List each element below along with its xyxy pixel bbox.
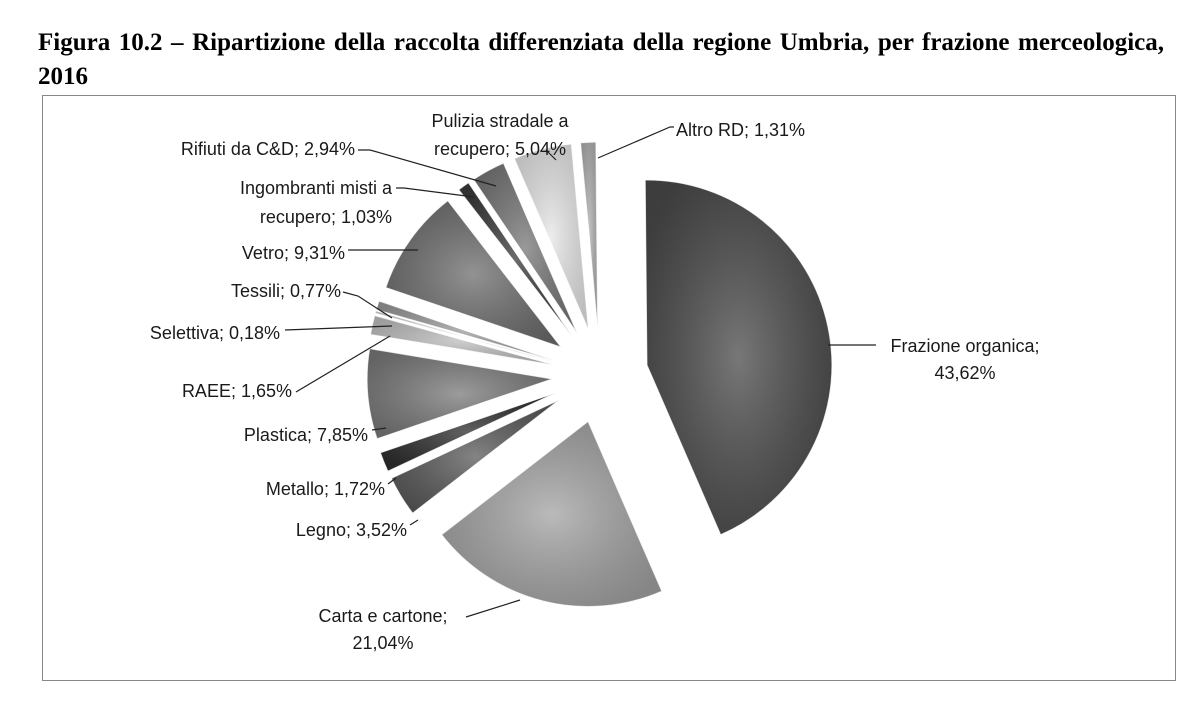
slice-label-selettiva: Selettiva; 0,18% bbox=[150, 323, 280, 343]
slice-label-metallo: Metallo; 1,72% bbox=[266, 479, 385, 499]
pie-slice-shading bbox=[370, 315, 554, 365]
slice-label-raee: RAEE; 1,65% bbox=[182, 381, 292, 401]
pie-slice-shading bbox=[375, 311, 554, 363]
slice-label-frazione-organica: Frazione organica; bbox=[890, 336, 1039, 356]
slice-label-line2-pulizia: recupero; 5,04% bbox=[434, 139, 566, 159]
slice-label-vetro: Vetro; 9,31% bbox=[242, 243, 345, 263]
slice-label-pulizia: Pulizia stradale a bbox=[431, 111, 569, 131]
leader-line bbox=[465, 599, 521, 618]
slice-label-legno: Legno; 3,52% bbox=[296, 520, 407, 540]
pie-slice-shading bbox=[441, 421, 662, 607]
pie-slice-shading bbox=[391, 399, 560, 514]
figure-caption: Figura 10.2 – Ripartizione della raccolt… bbox=[38, 29, 1164, 90]
pie-slice-shading bbox=[458, 182, 572, 337]
leader-line bbox=[342, 291, 393, 319]
pie-slice-shading bbox=[380, 392, 556, 472]
leader-line bbox=[371, 427, 387, 431]
leader-line bbox=[387, 477, 397, 485]
slice-label-tessili: Tessili; 0,77% bbox=[231, 281, 341, 301]
slice-label-carta-cartone: Carta e cartone; bbox=[318, 606, 447, 626]
leader-line bbox=[545, 149, 557, 161]
leader-line bbox=[409, 519, 419, 526]
leader-line bbox=[295, 335, 391, 393]
slice-label-ingombranti: Ingombranti misti a bbox=[240, 178, 393, 198]
pie-slice-shading bbox=[376, 301, 555, 361]
pie-slice-shading bbox=[367, 348, 553, 439]
slice-label-plastica: Plastica; 7,85% bbox=[244, 425, 368, 445]
leader-line bbox=[597, 126, 674, 159]
slice-label-line2-carta-cartone: 21,04% bbox=[352, 633, 413, 653]
leader-line bbox=[284, 325, 393, 331]
leader-line bbox=[396, 187, 475, 198]
pie-slice-shading bbox=[385, 200, 561, 348]
slice-label-line2-ingombranti: recupero; 1,03% bbox=[260, 207, 392, 227]
pie-slice-shading bbox=[580, 142, 598, 328]
pie-slice-shading bbox=[645, 180, 832, 535]
pie-slice-shading bbox=[514, 144, 589, 329]
slice-label-altro: Altro RD; 1,31% bbox=[676, 120, 805, 140]
slice-label-line2-frazione-organica: 43,62% bbox=[934, 363, 995, 383]
slice-label-rifiuti-cd: Rifiuti da C&D; 2,94% bbox=[181, 139, 355, 159]
leader-line bbox=[358, 149, 497, 187]
pie-slice-shading bbox=[473, 163, 577, 333]
